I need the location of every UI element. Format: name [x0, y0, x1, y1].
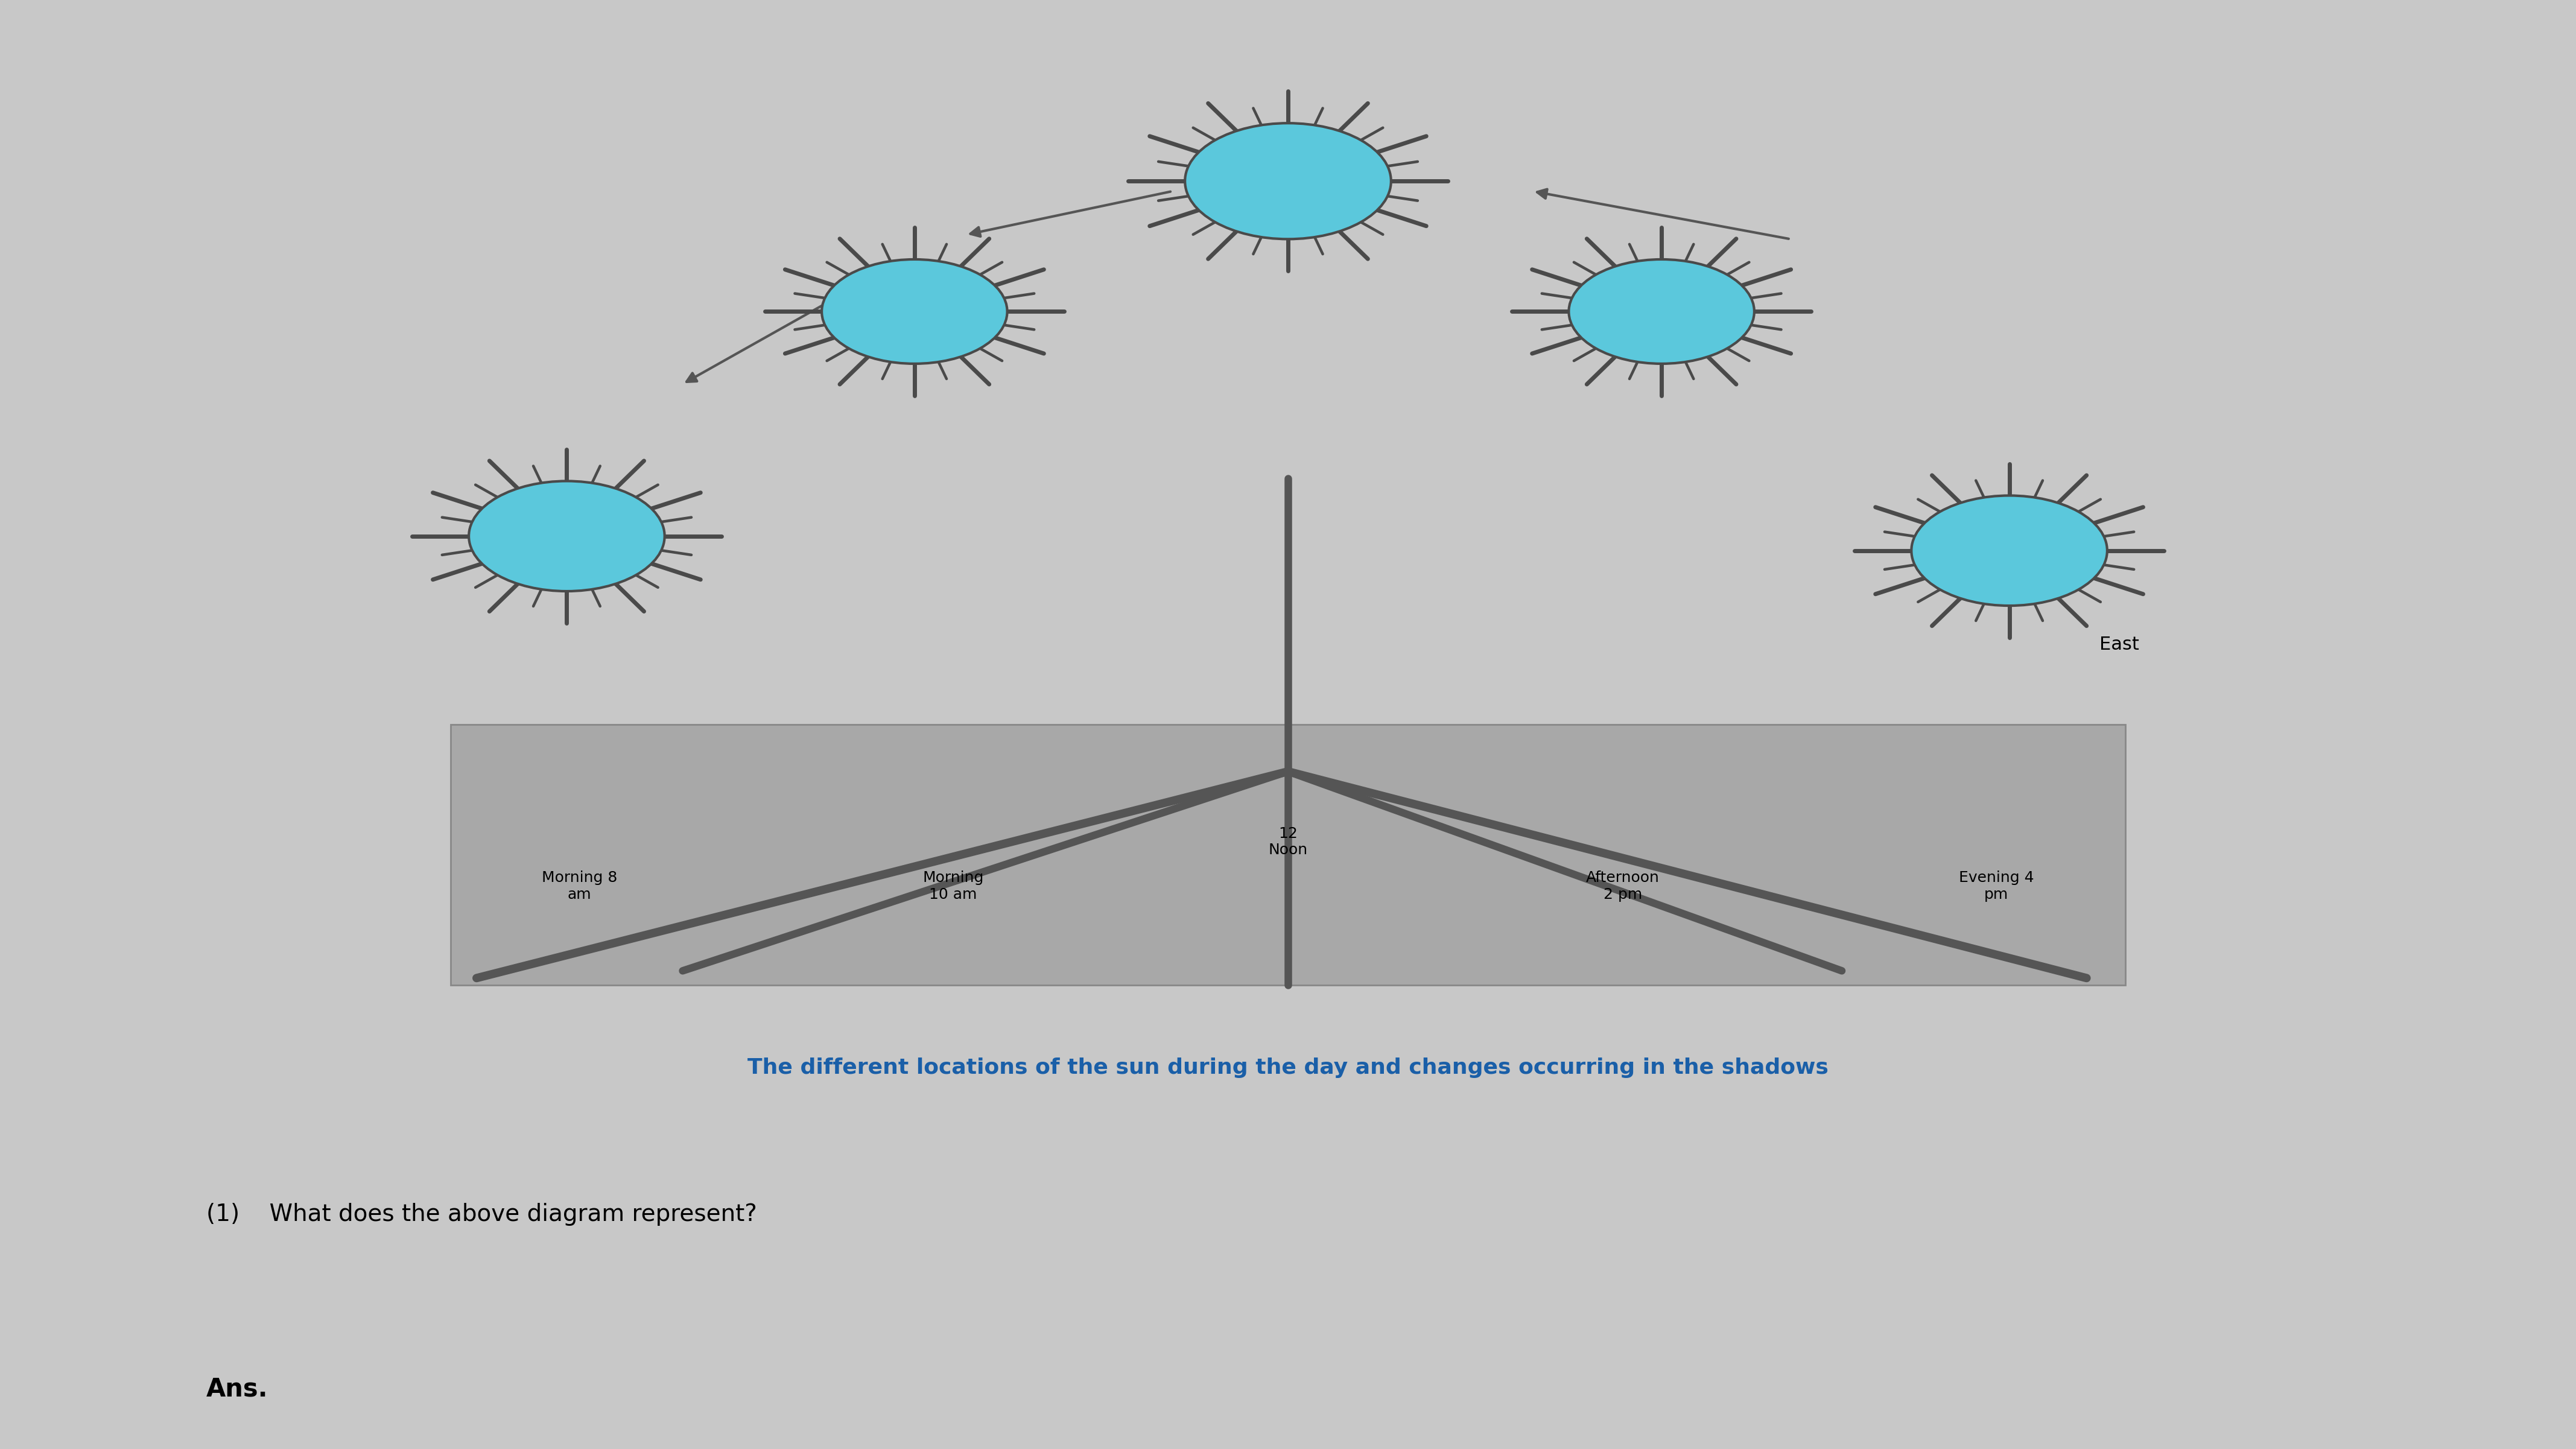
Circle shape [1911, 496, 2107, 606]
Circle shape [1569, 259, 1754, 364]
Circle shape [822, 259, 1007, 364]
Text: Morning 8
am: Morning 8 am [541, 871, 618, 901]
Circle shape [469, 481, 665, 591]
Text: The different locations of the sun during the day and changes occurring in the s: The different locations of the sun durin… [747, 1058, 1829, 1078]
Text: Ans.: Ans. [206, 1377, 268, 1401]
Text: Afternoon
2 pm: Afternoon 2 pm [1587, 871, 1659, 901]
Circle shape [1185, 123, 1391, 239]
Text: (1)    What does the above diagram represent?: (1) What does the above diagram represen… [206, 1203, 757, 1226]
Text: East: East [2099, 636, 2138, 653]
FancyBboxPatch shape [451, 724, 2125, 985]
Text: Evening 4
pm: Evening 4 pm [1958, 871, 2035, 901]
Text: Morning
10 am: Morning 10 am [922, 871, 984, 901]
Text: 12
Noon: 12 Noon [1267, 826, 1309, 858]
